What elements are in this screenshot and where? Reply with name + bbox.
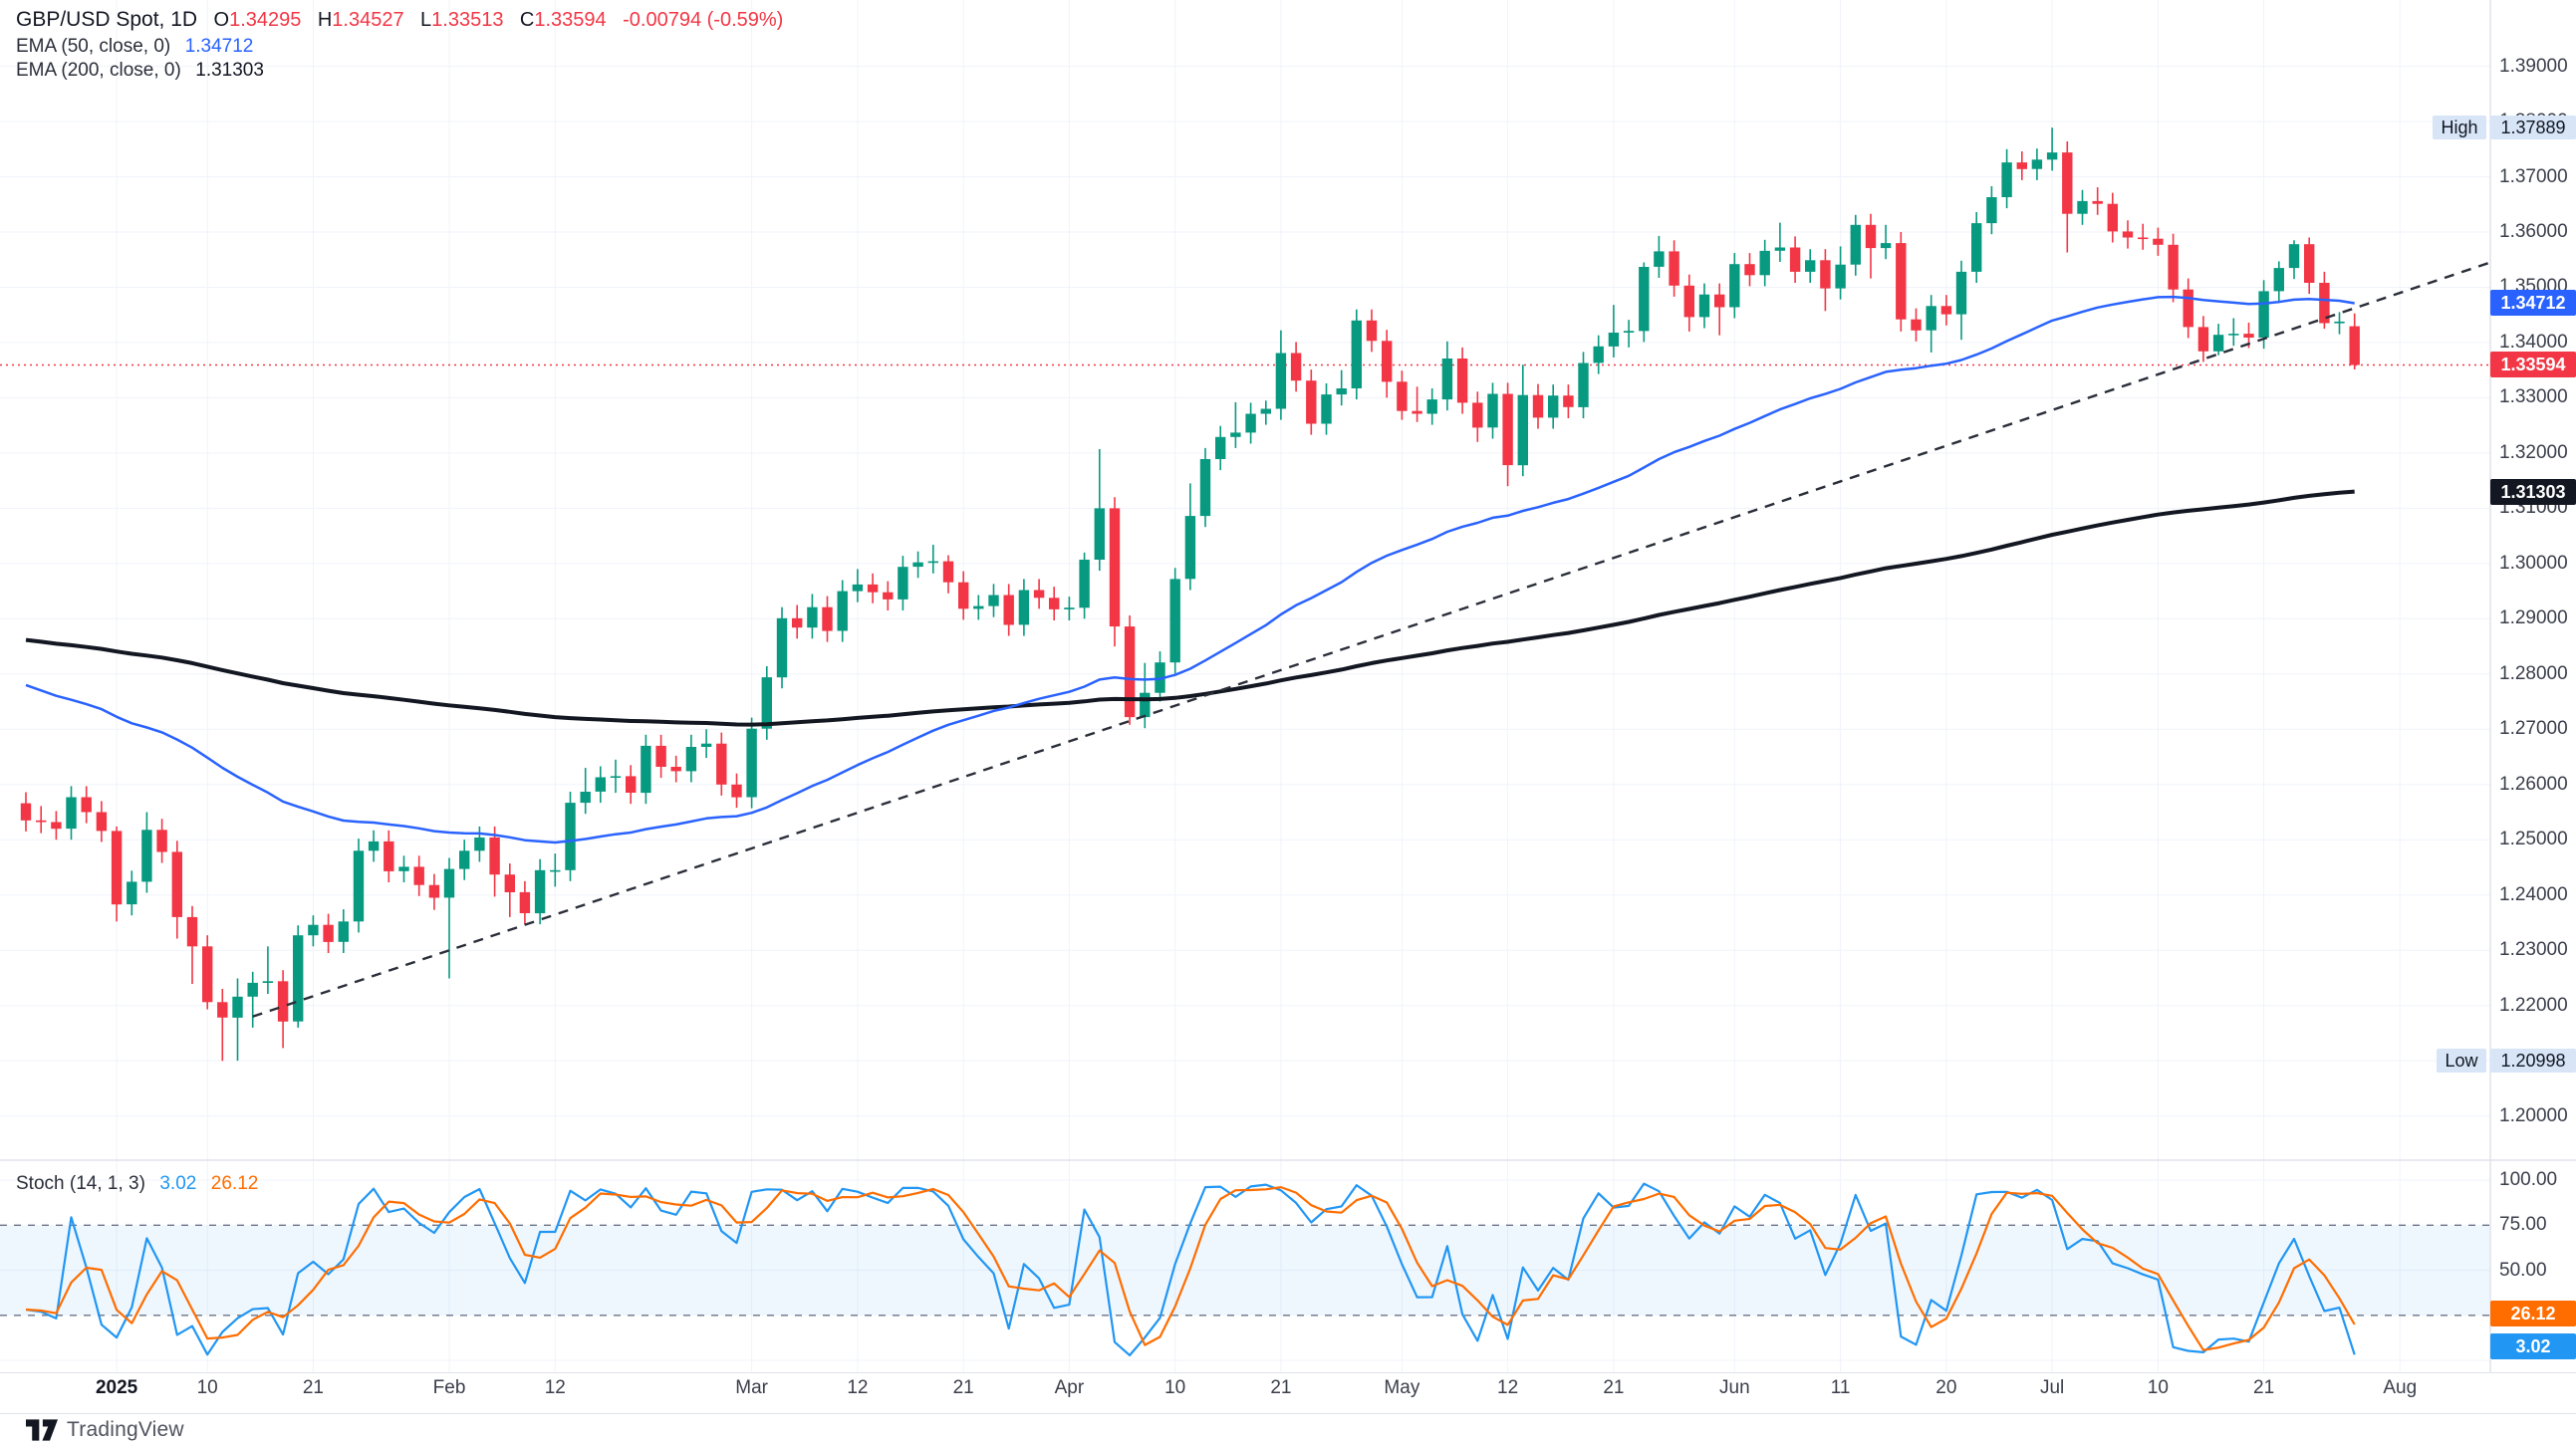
price-tick-label: 1.26000: [2499, 773, 2568, 795]
stoch-d-value: 26.12: [210, 1173, 259, 1194]
ohlc-close: C1.33594: [519, 9, 607, 31]
ohlc-high: H1.34527: [317, 9, 404, 31]
date-tick-label: 21: [302, 1377, 324, 1398]
date-tick-label: Mar: [735, 1377, 768, 1398]
ema200-value: 1.31303: [195, 60, 264, 81]
date-tick-label: 12: [1497, 1377, 1519, 1398]
date-tick-label: 21: [2253, 1377, 2275, 1398]
price-tick-label: 1.33000: [2499, 386, 2568, 408]
price-tick-label: 1.37000: [2499, 165, 2568, 187]
time-axis[interactable]: 2025 10 21 Feb 12 Mar 12 21 Apr 10 21 May 12 21 Jun 11 2…: [0, 1372, 2576, 1414]
price-tick-label: 1.22000: [2499, 994, 2568, 1016]
price-tick-label: 1.25000: [2499, 829, 2568, 850]
low-marker-label: Low: [2437, 1049, 2486, 1074]
price-tick-label: 1.27000: [2499, 718, 2568, 740]
stoch-tick-label: 100.00: [2499, 1169, 2558, 1190]
price-tick-label: 1.23000: [2499, 939, 2568, 961]
ema50-legend-row[interactable]: EMA (50, close, 0) 1.34712: [16, 36, 253, 58]
low-marker-value: 1.20998: [2490, 1049, 2576, 1074]
ema50-label: EMA (50, close, 0): [16, 36, 171, 57]
price-tick-label: 1.32000: [2499, 441, 2568, 463]
price-tick-label: 1.20000: [2499, 1104, 2568, 1126]
date-tick-label: 10: [2147, 1377, 2169, 1398]
stoch-badge-k: 3.02: [2490, 1333, 2576, 1359]
stoch-tick-label: 75.00: [2499, 1214, 2547, 1236]
date-tick-label: Jun: [1719, 1377, 1750, 1398]
price-tick-label: 1.29000: [2499, 607, 2568, 629]
price-badge-ema200: 1.31303: [2490, 478, 2576, 505]
ema200-legend-row[interactable]: EMA (200, close, 0) 1.31303: [16, 60, 264, 82]
date-tick-label: Feb: [432, 1377, 466, 1398]
price-tick-label: 1.28000: [2499, 662, 2568, 684]
date-tick-label: Aug: [2383, 1377, 2418, 1398]
date-tick-label: Jul: [2039, 1377, 2065, 1398]
stoch-k-value: 3.02: [159, 1173, 197, 1194]
tradingview-logo[interactable]: TradingView: [26, 1418, 184, 1442]
date-tick-label: 12: [847, 1377, 869, 1398]
date-tick-label: 10: [196, 1377, 218, 1398]
ema200-label: EMA (200, close, 0): [16, 60, 181, 81]
stoch-badge-d: 26.12: [2490, 1300, 2576, 1326]
ohlc-low: L1.33513: [420, 9, 504, 31]
date-tick-label: Apr: [1054, 1377, 1085, 1398]
high-marker-label: High: [2433, 116, 2486, 140]
date-tick-label: 21: [1603, 1377, 1625, 1398]
price-badge-last: 1.33594: [2490, 352, 2576, 378]
date-tick-label: 10: [1164, 1377, 1186, 1398]
symbol-legend-row[interactable]: GBP/USD Spot, 1D O1.34295 H1.34527 L1.33…: [16, 8, 783, 32]
ema50-value: 1.34712: [184, 36, 254, 57]
high-marker-value: 1.37889: [2490, 116, 2576, 140]
date-tick-label: 12: [544, 1377, 566, 1398]
price-tick-label: 1.36000: [2499, 221, 2568, 242]
date-tick-label: 21: [952, 1377, 974, 1398]
tradingview-logo-icon: [26, 1419, 58, 1441]
ohlc-open: O1.34295: [213, 9, 302, 31]
price-tick-label: 1.24000: [2499, 883, 2568, 905]
date-tick-label: 21: [1270, 1377, 1292, 1398]
price-tick-label: 1.30000: [2499, 552, 2568, 574]
price-tick-label: 1.39000: [2499, 55, 2568, 77]
price-badge-ema50: 1.34712: [2490, 290, 2576, 317]
date-tick-label: 20: [1935, 1377, 1957, 1398]
stoch-tick-label: 50.00: [2499, 1259, 2547, 1281]
stoch-legend-row[interactable]: Stoch (14, 1, 3) 3.02 26.12: [16, 1173, 258, 1195]
stoch-label: Stoch (14, 1, 3): [16, 1173, 145, 1194]
date-tick-label: May: [1384, 1377, 1420, 1398]
date-tick-label: 2025: [95, 1377, 138, 1398]
tradingview-logo-text: TradingView: [67, 1418, 184, 1441]
price-tick-label: 1.34000: [2499, 331, 2568, 353]
symbol-title: GBP/USD Spot, 1D: [16, 8, 198, 31]
change-value: -0.00794 (-0.59%): [623, 9, 784, 31]
date-tick-label: 11: [1830, 1377, 1851, 1398]
